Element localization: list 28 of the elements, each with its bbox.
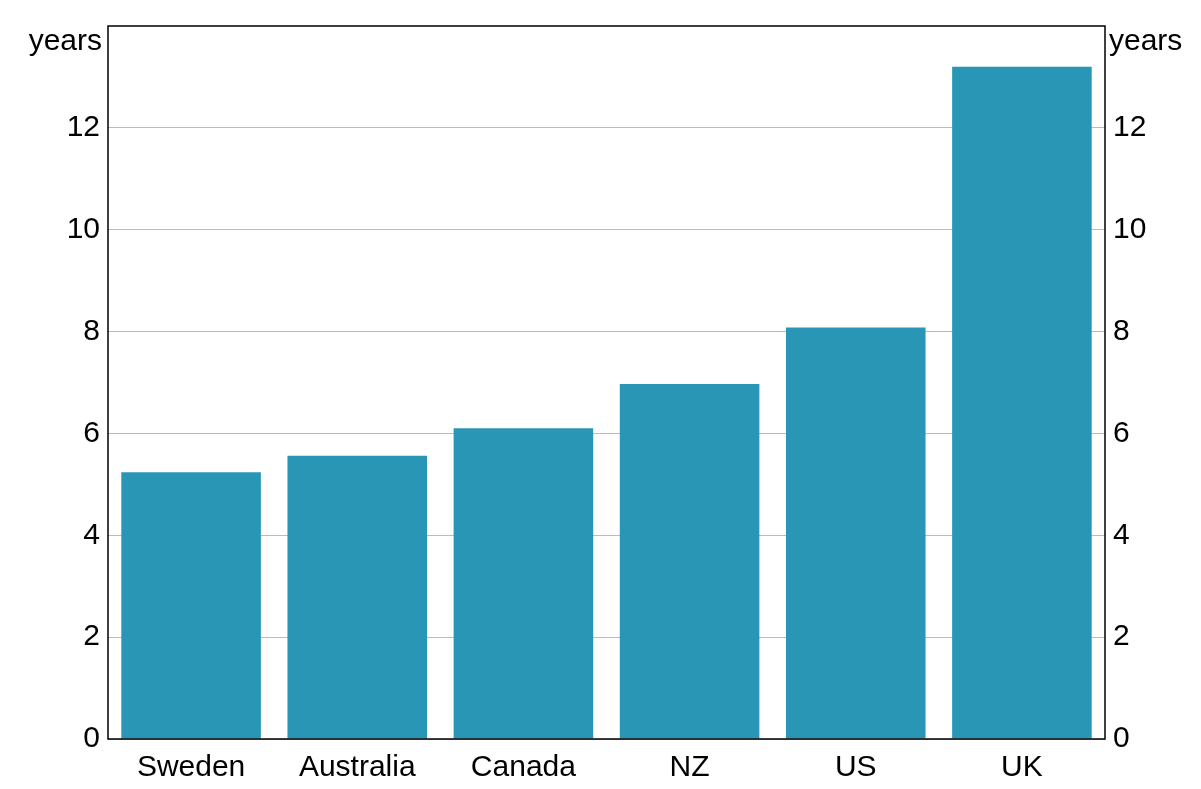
y2-tick-label: 8 (1113, 312, 1130, 346)
y-tick-label: 4 (83, 516, 100, 550)
y2-tick-label: 10 (1113, 210, 1147, 244)
x-tick-label: UK (1001, 749, 1043, 783)
y-tick-label: 12 (66, 109, 100, 143)
y2-tick-label: 12 (1113, 109, 1147, 143)
y-tick-label: 0 (83, 720, 100, 754)
y-tick-label: 2 (83, 618, 100, 652)
y2-axis-title: years (1109, 23, 1183, 57)
y2-tick-label: 4 (1113, 516, 1130, 550)
y2-tick-label: 6 (1113, 414, 1130, 448)
bar (287, 455, 428, 739)
x-tick-label: Australia (298, 749, 416, 783)
y-axis-title: years (28, 23, 102, 57)
y-tick-label: 10 (66, 210, 100, 244)
y-tick-label: 8 (83, 312, 100, 346)
bar (453, 428, 594, 739)
x-tick-label: Sweden (136, 749, 246, 783)
x-tick-label: Canada (470, 749, 577, 783)
x-tick-label: US (834, 749, 877, 783)
y2-tick-label: 0 (1113, 720, 1130, 754)
x-tick-label: NZ (669, 749, 710, 783)
y2-tick-label: 2 (1113, 618, 1130, 652)
bar (121, 472, 261, 739)
bar (619, 384, 760, 739)
y-tick-label: 6 (83, 414, 100, 448)
bar (952, 66, 1092, 739)
bar (785, 327, 926, 739)
